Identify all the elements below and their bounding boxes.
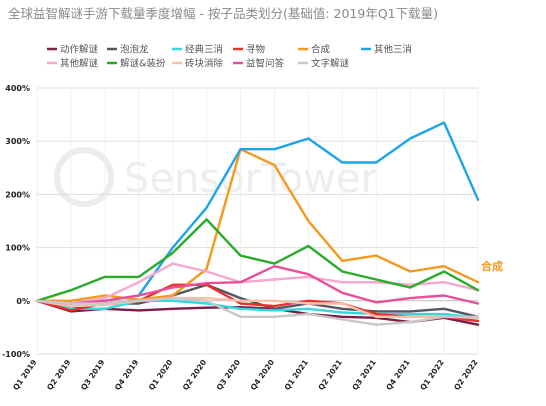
x-tick-label: Q4 2021	[384, 358, 412, 392]
x-tick-label: Q1 2022	[418, 358, 446, 392]
x-tick-label: Q2 2019	[45, 358, 73, 392]
series-line-解谜&装扮	[35, 218, 480, 302]
legend-label: 砖块消除	[185, 58, 224, 70]
x-tick-label: Q3 2020	[215, 358, 243, 392]
chart-title: 全球益智解谜手游下载量季度增幅 - 按子品类划分(基础值: 2019年Q1下载量…	[8, 6, 439, 21]
y-tick-label: 400%	[5, 84, 30, 93]
series-lines	[35, 121, 480, 326]
x-tick-label: Q2 2021	[316, 358, 344, 392]
y-tick-label: 300%	[5, 137, 30, 146]
x-tick-label: Q1 2019	[11, 358, 39, 392]
x-tick-label: Q1 2021	[283, 358, 311, 392]
series-line-益智问答	[35, 265, 480, 305]
x-tick-label: Q2 2022	[452, 358, 480, 392]
x-tick-label: Q1 2020	[147, 358, 175, 392]
y-tick-label: 200%	[5, 190, 30, 199]
y-tick-label: -100%	[2, 350, 30, 359]
annotations: 合成	[481, 259, 503, 273]
legend-label: 解谜&装扮	[120, 58, 166, 70]
y-tick-label: 0%	[16, 297, 30, 306]
x-tick-label: Q4 2019	[113, 358, 141, 392]
legend-label: 寻物	[246, 44, 266, 56]
legend-label: 益智问答	[246, 58, 285, 70]
x-tick-label: Q2 2020	[181, 358, 209, 392]
watermark-logo-icon	[54, 147, 114, 207]
series-line-文字解谜	[35, 296, 480, 326]
legend-label: 文字解谜	[311, 58, 350, 70]
x-tick-label: Q4 2020	[249, 358, 277, 392]
series-line-砖块消除	[35, 296, 480, 318]
legend-label: 其他解谜	[60, 58, 99, 70]
legend-label: 动作解谜	[60, 44, 99, 56]
y-tick-label: 100%	[5, 244, 30, 253]
legend-label: 泡泡龙	[120, 44, 149, 56]
x-tick-label: Q3 2019	[79, 358, 107, 392]
series-line-经典三消	[35, 299, 480, 319]
watermark-text: SensorTower	[124, 156, 378, 202]
legend-label: 合成	[311, 44, 331, 56]
series-line-其他解谜	[35, 262, 480, 305]
legend-label: 经典三消	[185, 44, 223, 56]
x-tick-label: Q3 2021	[350, 358, 378, 392]
legend-label: 其他三消	[374, 44, 412, 56]
end-annotation-label: 合成	[481, 259, 503, 273]
